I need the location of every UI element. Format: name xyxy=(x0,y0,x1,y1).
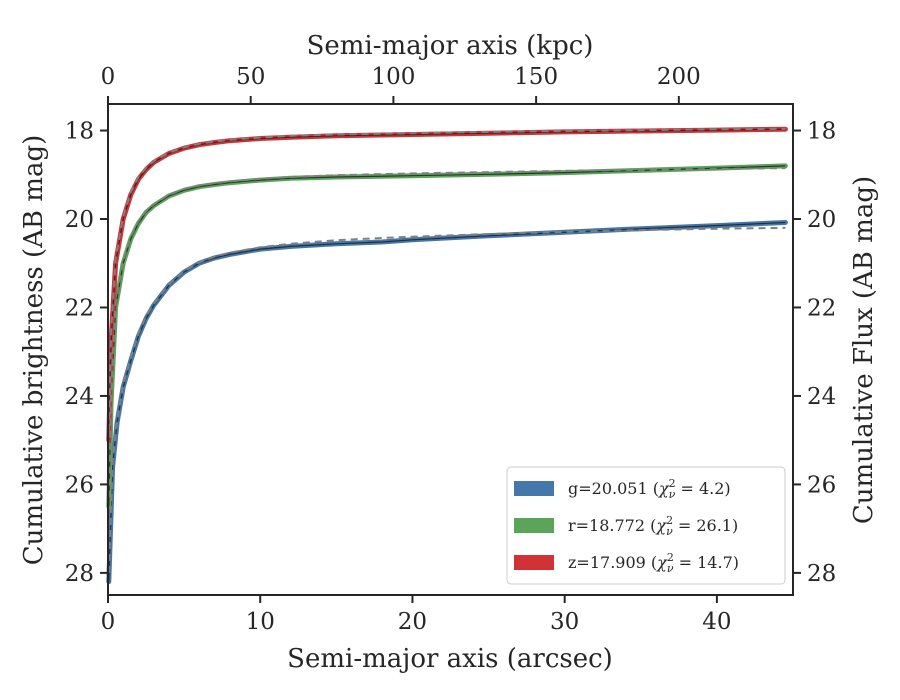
x-tick-label-10: 10 xyxy=(246,609,275,635)
x-tick-label-0: 0 xyxy=(101,609,116,635)
legend-swatch-g xyxy=(514,481,554,496)
right-y-tick-label-26: 26 xyxy=(807,472,836,498)
y-axis-label: Cumulative brightness (AB mag) xyxy=(19,135,49,566)
x-tick-label-40: 40 xyxy=(702,609,731,635)
y-tick-label-26: 26 xyxy=(65,472,94,498)
legend: g=20.051 (χ2 ν = 4.2) r=18.772 (χ2 ν = 26.… xyxy=(506,466,786,585)
y-tick-label-28: 28 xyxy=(65,561,94,587)
top-x-tick-label-200: 200 xyxy=(657,64,701,90)
right-y-tick-label-28: 28 xyxy=(807,561,836,587)
x-axis-label: Semi-major axis (arcsec) xyxy=(287,644,613,674)
model-curve-g xyxy=(107,226,786,573)
legend-frame xyxy=(506,466,786,585)
series-core-r xyxy=(108,165,786,507)
legend-label-g: g=20.051 (χ2 ν = 4.2) xyxy=(568,477,731,501)
legend-swatch-z xyxy=(514,555,554,570)
plot-frame xyxy=(107,103,794,596)
legend-item-z: z=17.909 (χ2 ν = 14.7) xyxy=(514,551,739,575)
top-x-tick-label-100: 100 xyxy=(371,64,415,90)
right-y-axis-label: Cumulative Flux (AB mag) xyxy=(849,176,879,524)
y-tick-label-18: 18 xyxy=(65,119,94,145)
legend-item-r: r=18.772 (χ2 ν = 26.1) xyxy=(514,514,738,538)
y-tick-label-24: 24 xyxy=(65,384,94,410)
right-y-tick-label-24: 24 xyxy=(807,384,836,410)
y-tick-label-22: 22 xyxy=(65,295,94,321)
legend-swatch-r xyxy=(514,518,554,533)
top-x-axis-label: Semi-major axis (kpc) xyxy=(307,31,594,61)
curves-layer xyxy=(106,126,788,585)
top-x-tick-label-0: 0 xyxy=(101,64,116,90)
model-curve-z xyxy=(107,127,786,432)
model-curve-r xyxy=(107,167,786,498)
x-tick-label-30: 30 xyxy=(550,609,579,635)
right-y-tick-label-20: 20 xyxy=(807,207,836,233)
x-tick-label-20: 20 xyxy=(398,609,427,635)
legend-label-r: r=18.772 (χ2 ν = 26.1) xyxy=(568,514,738,538)
top-x-tick-label-150: 150 xyxy=(514,64,558,90)
top-x-tick-label-50: 50 xyxy=(236,64,265,90)
right-y-tick-label-22: 22 xyxy=(807,295,836,321)
right-y-tick-label-18: 18 xyxy=(807,119,836,145)
legend-item-g: g=20.051 (χ2 ν = 4.2) xyxy=(514,477,731,501)
ticks-layer: 0 10 20 30 40 0 50 100 150 200 18 18 20 20 22 22 24 24 26 2… xyxy=(65,64,837,635)
y-tick-label-20: 20 xyxy=(65,207,94,233)
legend-label-z: z=17.909 (χ2 ν = 14.7) xyxy=(568,551,739,575)
